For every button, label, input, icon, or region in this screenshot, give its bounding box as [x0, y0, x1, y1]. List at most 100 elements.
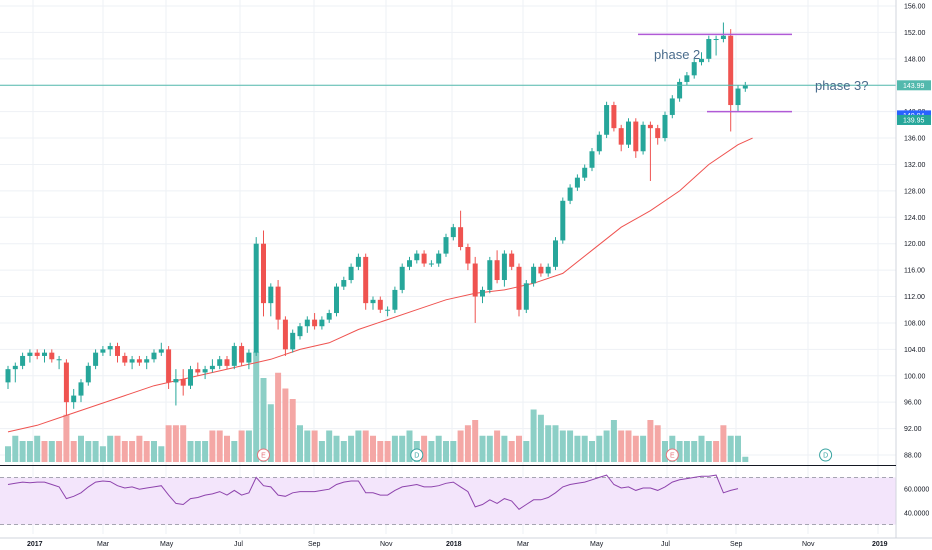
- event-label: E: [670, 453, 675, 460]
- volume-bar: [705, 441, 712, 462]
- candle-body: [129, 359, 135, 363]
- volume-bar: [362, 430, 369, 462]
- candle-body: [633, 121, 639, 152]
- candle-body: [480, 289, 485, 297]
- rsi-tick-label: 60.0000: [904, 487, 929, 494]
- volume-bar: [464, 425, 471, 462]
- candle-body: [407, 260, 412, 267]
- volume-bar: [720, 425, 727, 462]
- volume-bar: [457, 430, 464, 462]
- volume-bar: [121, 441, 128, 462]
- price-tag-label: 139.95: [903, 117, 925, 124]
- rsi-panel: 60.0000 40.0000: [0, 474, 929, 525]
- volume-bar: [114, 435, 121, 462]
- volume-bar: [742, 456, 749, 462]
- candle-body: [582, 167, 588, 178]
- time-tick-label: Sep: [730, 541, 743, 548]
- volume-bar: [472, 420, 479, 462]
- volume-bar: [187, 441, 194, 462]
- candle-body: [494, 260, 500, 281]
- volume-bar: [610, 420, 617, 462]
- event-markers: EDEDEDEDEDEDEDE: [257, 448, 833, 462]
- volume-bar: [348, 435, 355, 462]
- volume-bar: [377, 441, 384, 462]
- volume-bar: [450, 441, 457, 462]
- price-tick-label: 128.00: [904, 188, 926, 195]
- volume-bar: [26, 441, 33, 462]
- candle-body: [538, 266, 544, 274]
- candle-body: [706, 39, 712, 59]
- volume-bar: [56, 441, 63, 462]
- volume-bar: [78, 435, 84, 462]
- candle-body: [399, 266, 405, 290]
- volume-bar: [391, 435, 398, 462]
- volume-bar: [501, 435, 508, 462]
- volume-bar: [158, 446, 165, 462]
- price-tick-label: 124.00: [904, 215, 926, 222]
- volume-bar: [654, 425, 661, 462]
- candle-body: [334, 286, 339, 314]
- time-tick-label: May: [160, 541, 174, 548]
- candle-body: [202, 369, 208, 373]
- candle-body: [56, 359, 62, 361]
- volume-bar: [143, 441, 150, 462]
- time-tick-label: 2018: [446, 541, 462, 548]
- volume-bar: [691, 441, 698, 462]
- annotations: phase 2 phase 3?: [654, 47, 869, 93]
- candle-body: [691, 62, 697, 76]
- candle-body: [261, 243, 266, 304]
- rsi-line: [7, 474, 739, 510]
- candle-body: [370, 299, 376, 304]
- event-label: E: [261, 453, 266, 460]
- time-tick-label: Jul: [234, 541, 243, 548]
- volume-bar: [683, 441, 690, 462]
- candle-body: [158, 349, 164, 353]
- volume-bar: [12, 435, 19, 462]
- candle-body: [239, 346, 245, 363]
- volume-bar: [92, 441, 99, 462]
- volume-bar: [589, 441, 595, 462]
- price-tick-label: 120.00: [904, 241, 926, 248]
- candle-body: [166, 349, 172, 383]
- price-tick-label: 92.00: [904, 426, 922, 433]
- candle-body: [144, 359, 150, 363]
- ma-line: [7, 137, 753, 433]
- candle-body: [282, 319, 288, 350]
- candle-body: [662, 114, 668, 139]
- phase-levels: [0, 33, 896, 113]
- volume-bar: [194, 441, 201, 462]
- candle-body: [34, 352, 40, 356]
- volume-bars: [5, 351, 749, 462]
- volume-bar: [370, 435, 376, 462]
- rsi-tick-label: 40.0000: [904, 510, 929, 517]
- candle-body: [472, 263, 478, 297]
- volume-bar: [581, 435, 588, 462]
- event-label: D: [823, 453, 828, 460]
- volume-bar: [333, 435, 340, 462]
- price-tick-label: 100.00: [904, 373, 926, 380]
- candle-body: [12, 365, 18, 370]
- volume-bar: [406, 430, 413, 462]
- candle-body: [567, 187, 573, 201]
- volume-bar: [136, 435, 143, 462]
- candle-body: [713, 39, 719, 41]
- volume-bar: [421, 435, 428, 462]
- candle-body: [100, 349, 106, 353]
- volume-bar: [647, 420, 654, 462]
- candle-body: [304, 319, 310, 327]
- price-tick-label: 112.00: [904, 294, 925, 301]
- volume-bar: [494, 430, 501, 462]
- candle-body: [443, 237, 449, 254]
- volume-bar: [253, 351, 260, 462]
- candle-body: [355, 256, 361, 267]
- volume-bar: [216, 430, 223, 462]
- volume-bar: [508, 441, 515, 462]
- price-tick-label: 148.00: [904, 56, 926, 63]
- volume-bar: [63, 414, 70, 462]
- candle-body: [42, 352, 47, 356]
- volume-bar: [282, 388, 289, 462]
- candle-body: [421, 253, 427, 264]
- volume-bar: [107, 435, 114, 462]
